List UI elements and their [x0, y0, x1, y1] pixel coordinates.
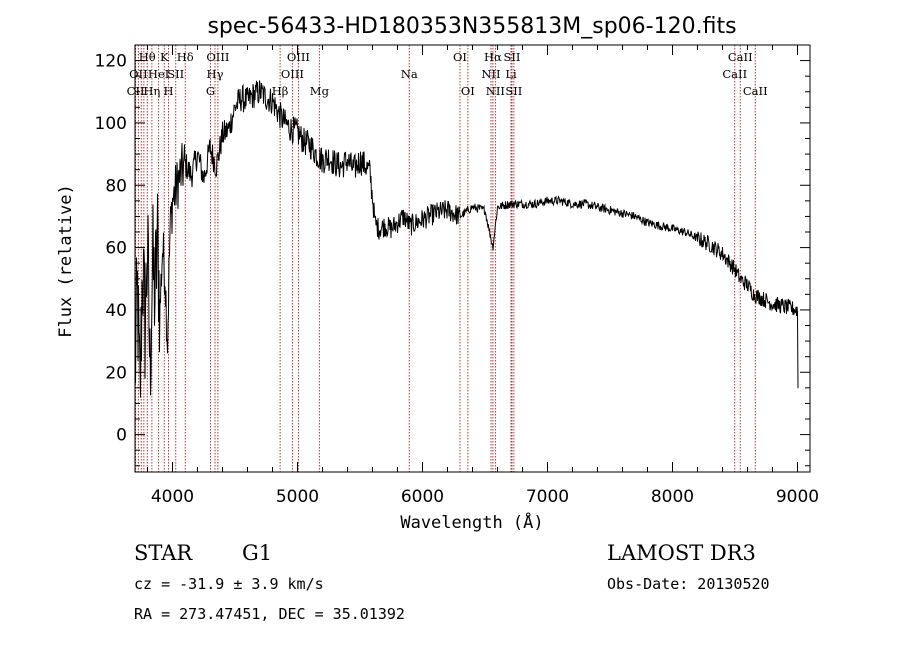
line-marker-label: NII [486, 84, 505, 98]
line-marker-label: CaII [722, 67, 747, 81]
y-tick-label: 120 [95, 52, 127, 72]
line-marker-label: Hγ [207, 67, 224, 81]
y-tick-label: 20 [105, 363, 127, 383]
x-tick-label: 6000 [401, 487, 444, 507]
line-marker-label: Hα [484, 50, 502, 64]
spectrum-line [134, 80, 799, 398]
y-tick-label: 80 [105, 176, 127, 196]
line-marker-label: OIII [206, 50, 229, 64]
line-marker-label: OIII [287, 50, 310, 64]
y-tick-label: 100 [95, 114, 127, 134]
line-marker-label: CaII [743, 84, 768, 98]
line-marker-label: SII [505, 84, 522, 98]
object-class: STAR [134, 541, 193, 565]
line-marker-label: Hη [143, 84, 160, 98]
x-tick-label: 4000 [151, 487, 194, 507]
line-marker-label: OI [453, 50, 467, 64]
axis-ticks: 4000 5000 6000 7000 8000 9000 0 20 40 60 80 100 120 [95, 44, 819, 507]
line-marker-label: OI [461, 84, 475, 98]
x-axis-label: Wavelength (Å) [400, 511, 543, 533]
line-marker-label: SII [504, 50, 521, 64]
y-tick-label: 60 [105, 239, 127, 259]
line-marker-label: SII [167, 67, 184, 81]
line-marker-label: NII [481, 67, 500, 81]
x-tick-label: 8000 [651, 487, 694, 507]
coordinates-text: RA = 273.47451, DEC = 35.01392 [134, 605, 405, 623]
line-marker-label: HeI [148, 67, 169, 81]
line-marker-label: Mg [310, 84, 330, 98]
line-marker-label: G [206, 84, 215, 98]
line-marker-label: CaII [728, 50, 753, 64]
object-subclass: G1 [242, 541, 272, 565]
y-axis-label: Flux (relative) [56, 184, 76, 338]
y-tick-label: 0 [116, 426, 127, 446]
line-marker-label: H [163, 84, 173, 98]
chart-title: spec-56433-HD180353N355813M_sp06-120.fit… [207, 14, 736, 39]
x-tick-label: 9000 [776, 487, 819, 507]
line-marker-label: Li [505, 67, 517, 81]
spectral-line-markers [135, 45, 756, 472]
x-tick-label: 7000 [526, 487, 569, 507]
line-marker-label: OIII [281, 67, 304, 81]
line-marker-label: Hδ [177, 50, 194, 64]
line-marker-label: CII [127, 84, 145, 98]
x-tick-label: 5000 [276, 487, 319, 507]
spectral-line-labels: CII OII Hθ Hη HeI K H SII Hδ G Hγ OIII Hβ OIII OIII Mg N… [127, 50, 768, 98]
line-marker-label: OII [129, 67, 148, 81]
line-marker-label: Na [401, 67, 418, 81]
line-marker-label: Hβ [272, 84, 289, 98]
line-marker-label: K [160, 50, 169, 64]
obs-date-text: Obs-Date: 20130520 [607, 575, 770, 593]
y-tick-label: 40 [105, 301, 127, 321]
redshift-text: cz = -31.9 ± 3.9 km/s [134, 575, 324, 593]
line-marker-label: Hθ [139, 50, 156, 64]
survey-label: LAMOST DR3 [607, 541, 756, 565]
